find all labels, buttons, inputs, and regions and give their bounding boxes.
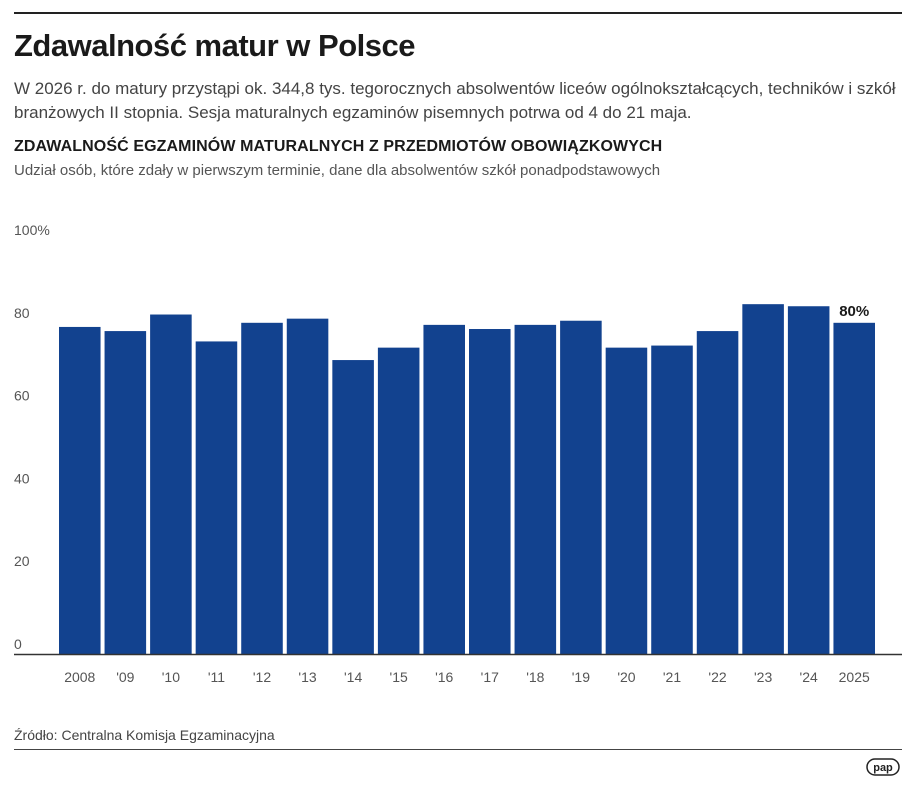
- y-tick-label: 20: [14, 553, 30, 569]
- svg-text:pap: pap: [873, 762, 893, 774]
- bottom-rule: [14, 749, 902, 750]
- x-tick-label: '15: [390, 669, 408, 685]
- bar-18: [514, 324, 557, 654]
- x-tick-label: '12: [253, 669, 271, 685]
- chart-title: ZDAWALNOŚĆ EGZAMINÓW MATURALNYCH Z PRZED…: [14, 138, 663, 155]
- bar-15: [377, 347, 420, 654]
- x-tick-label: '09: [116, 669, 134, 685]
- x-tick-label: '16: [435, 669, 453, 685]
- page-title: Zdawalność matur w Polsce: [14, 28, 415, 63]
- x-tick-label: '23: [754, 669, 772, 685]
- x-tick-label: '10: [162, 669, 180, 685]
- bar-12: [241, 322, 283, 654]
- y-tick-label: 100%: [14, 222, 50, 238]
- bar-22: [696, 331, 739, 654]
- bar-2025: [833, 322, 875, 654]
- bar-23: [742, 304, 784, 654]
- bar-20: [605, 347, 648, 654]
- y-tick-label: 60: [14, 388, 30, 404]
- pap-logo-icon: pap: [866, 758, 900, 776]
- chart-subtitle: Udział osób, które zdały w pierwszym ter…: [14, 162, 661, 179]
- x-tick-label: '22: [708, 669, 726, 685]
- data-label: 80%: [839, 303, 869, 320]
- x-tick-label: '18: [526, 669, 544, 685]
- bar-13: [286, 318, 329, 654]
- bar-17: [469, 329, 511, 654]
- x-tick-label: '21: [663, 669, 681, 685]
- bar-10: [150, 314, 192, 654]
- y-tick-label: 0: [14, 636, 22, 652]
- x-tick-label: '20: [617, 669, 635, 685]
- bar-16: [423, 324, 465, 654]
- y-tick-label: 80: [14, 305, 30, 321]
- bar-21: [651, 345, 693, 654]
- top-rule: [14, 12, 902, 14]
- x-tick-label: 2008: [64, 669, 95, 685]
- bar-09: [104, 331, 147, 654]
- bar-2008: [59, 326, 101, 654]
- x-tick-label: '14: [344, 669, 362, 685]
- bar-19: [560, 320, 602, 654]
- y-tick-label: 40: [14, 470, 30, 486]
- bar-14: [332, 360, 374, 654]
- x-tick-label: '19: [572, 669, 590, 685]
- x-tick-label: '24: [800, 669, 818, 685]
- x-tick-label: '11: [208, 669, 225, 685]
- source-note: Źródło: Centralna Komisja Egzaminacyjna: [14, 727, 275, 743]
- x-tick-label: '13: [298, 669, 316, 685]
- intro-text: W 2026 r. do matury przystąpi ok. 344,8 …: [14, 79, 896, 122]
- x-tick-label: '17: [481, 669, 499, 685]
- bar-24: [787, 306, 830, 654]
- bar-11: [195, 341, 238, 654]
- x-tick-label: 2025: [839, 669, 870, 685]
